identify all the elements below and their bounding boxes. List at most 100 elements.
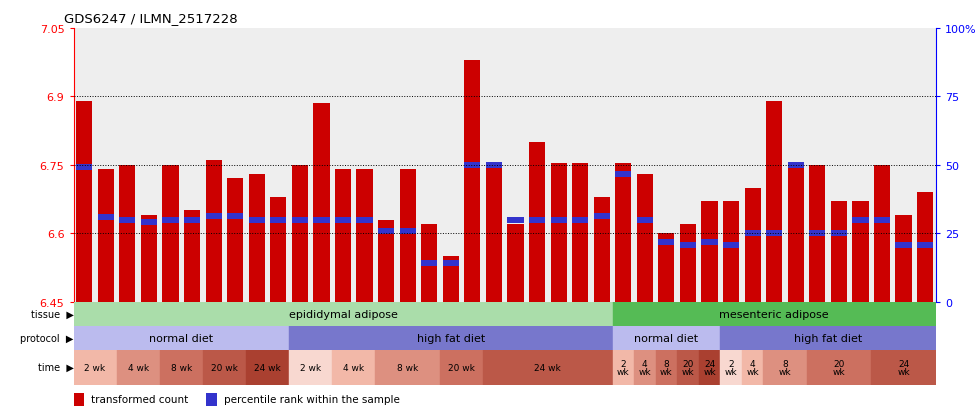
Bar — [74, 350, 117, 385]
Bar — [289, 350, 332, 385]
Text: 24 wk: 24 wk — [254, 363, 281, 372]
Bar — [659, 240, 674, 246]
Bar — [529, 218, 545, 224]
Text: 8
wk: 8 wk — [779, 359, 791, 376]
Bar — [74, 393, 84, 406]
Bar — [745, 230, 760, 237]
Bar — [486, 166, 502, 302]
Bar — [745, 188, 760, 302]
Text: 20 wk: 20 wk — [448, 363, 475, 372]
Bar — [529, 142, 545, 302]
Bar — [637, 218, 653, 224]
Bar — [742, 350, 763, 385]
Bar — [483, 350, 612, 385]
Bar — [120, 217, 135, 223]
Bar — [292, 218, 308, 224]
Text: 24
wk: 24 wk — [898, 359, 909, 376]
Bar — [206, 214, 221, 219]
Text: high fat diet: high fat diet — [416, 333, 485, 343]
Bar — [227, 179, 243, 302]
Text: 4 wk: 4 wk — [343, 363, 365, 372]
Bar — [809, 166, 825, 302]
Bar — [443, 256, 459, 302]
Bar — [572, 218, 588, 224]
Text: 2
wk: 2 wk — [617, 359, 629, 376]
Bar — [332, 350, 375, 385]
Bar — [314, 104, 329, 302]
Text: 20
wk: 20 wk — [682, 359, 694, 376]
Bar — [74, 326, 289, 350]
Bar — [680, 225, 696, 302]
Bar — [917, 193, 933, 302]
Bar — [637, 175, 653, 302]
Text: 24 wk: 24 wk — [534, 363, 562, 372]
Bar — [612, 326, 720, 350]
Bar — [76, 102, 92, 302]
Text: 2 wk: 2 wk — [300, 363, 321, 372]
Bar — [203, 350, 246, 385]
Bar — [656, 350, 677, 385]
Bar — [421, 260, 437, 266]
Bar — [680, 242, 696, 248]
Bar — [677, 350, 699, 385]
Bar — [443, 260, 459, 266]
Bar — [508, 218, 523, 224]
Bar — [615, 163, 631, 302]
Text: 8 wk: 8 wk — [171, 363, 192, 372]
Bar — [720, 326, 936, 350]
Bar — [270, 218, 286, 224]
Bar — [378, 220, 394, 302]
Text: tissue  ▶: tissue ▶ — [30, 309, 74, 319]
Bar — [207, 393, 217, 406]
Bar — [720, 350, 742, 385]
Bar — [163, 217, 178, 223]
Bar — [465, 162, 480, 169]
Bar — [612, 302, 936, 326]
Bar — [874, 166, 890, 302]
Bar — [615, 171, 631, 178]
Bar — [896, 216, 911, 302]
Bar — [917, 242, 933, 248]
Bar — [141, 216, 157, 302]
Bar — [357, 170, 372, 302]
Text: transformed count: transformed count — [91, 394, 188, 404]
Bar — [551, 218, 566, 224]
Bar — [699, 350, 720, 385]
Bar — [634, 350, 656, 385]
Text: 4
wk: 4 wk — [747, 359, 759, 376]
Bar — [486, 162, 502, 169]
Text: high fat diet: high fat diet — [794, 333, 862, 343]
Bar — [702, 240, 717, 246]
Bar — [440, 350, 483, 385]
Bar — [421, 225, 437, 302]
Bar — [551, 163, 566, 302]
Text: 8 wk: 8 wk — [397, 363, 418, 372]
Text: normal diet: normal diet — [634, 333, 699, 343]
Bar — [788, 162, 804, 169]
Bar — [249, 218, 265, 224]
Bar — [184, 211, 200, 302]
Text: 20
wk: 20 wk — [833, 359, 845, 376]
Bar — [763, 350, 807, 385]
Bar — [292, 166, 308, 302]
Text: time  ▶: time ▶ — [37, 362, 74, 373]
Bar — [246, 350, 289, 385]
Bar — [788, 163, 804, 302]
Bar — [723, 242, 739, 248]
Text: epididymal adipose: epididymal adipose — [288, 309, 398, 319]
Bar — [702, 202, 717, 302]
Bar — [160, 350, 203, 385]
Text: 2 wk: 2 wk — [84, 363, 106, 372]
Bar — [117, 350, 160, 385]
Bar — [74, 302, 612, 326]
Bar — [375, 350, 440, 385]
Bar — [594, 197, 610, 302]
Text: mesenteric adipose: mesenteric adipose — [719, 309, 829, 319]
Bar — [76, 165, 92, 171]
Bar — [572, 163, 588, 302]
Bar — [874, 218, 890, 224]
Bar — [766, 102, 782, 302]
Bar — [249, 175, 265, 302]
Bar — [270, 197, 286, 302]
Bar — [141, 219, 157, 225]
